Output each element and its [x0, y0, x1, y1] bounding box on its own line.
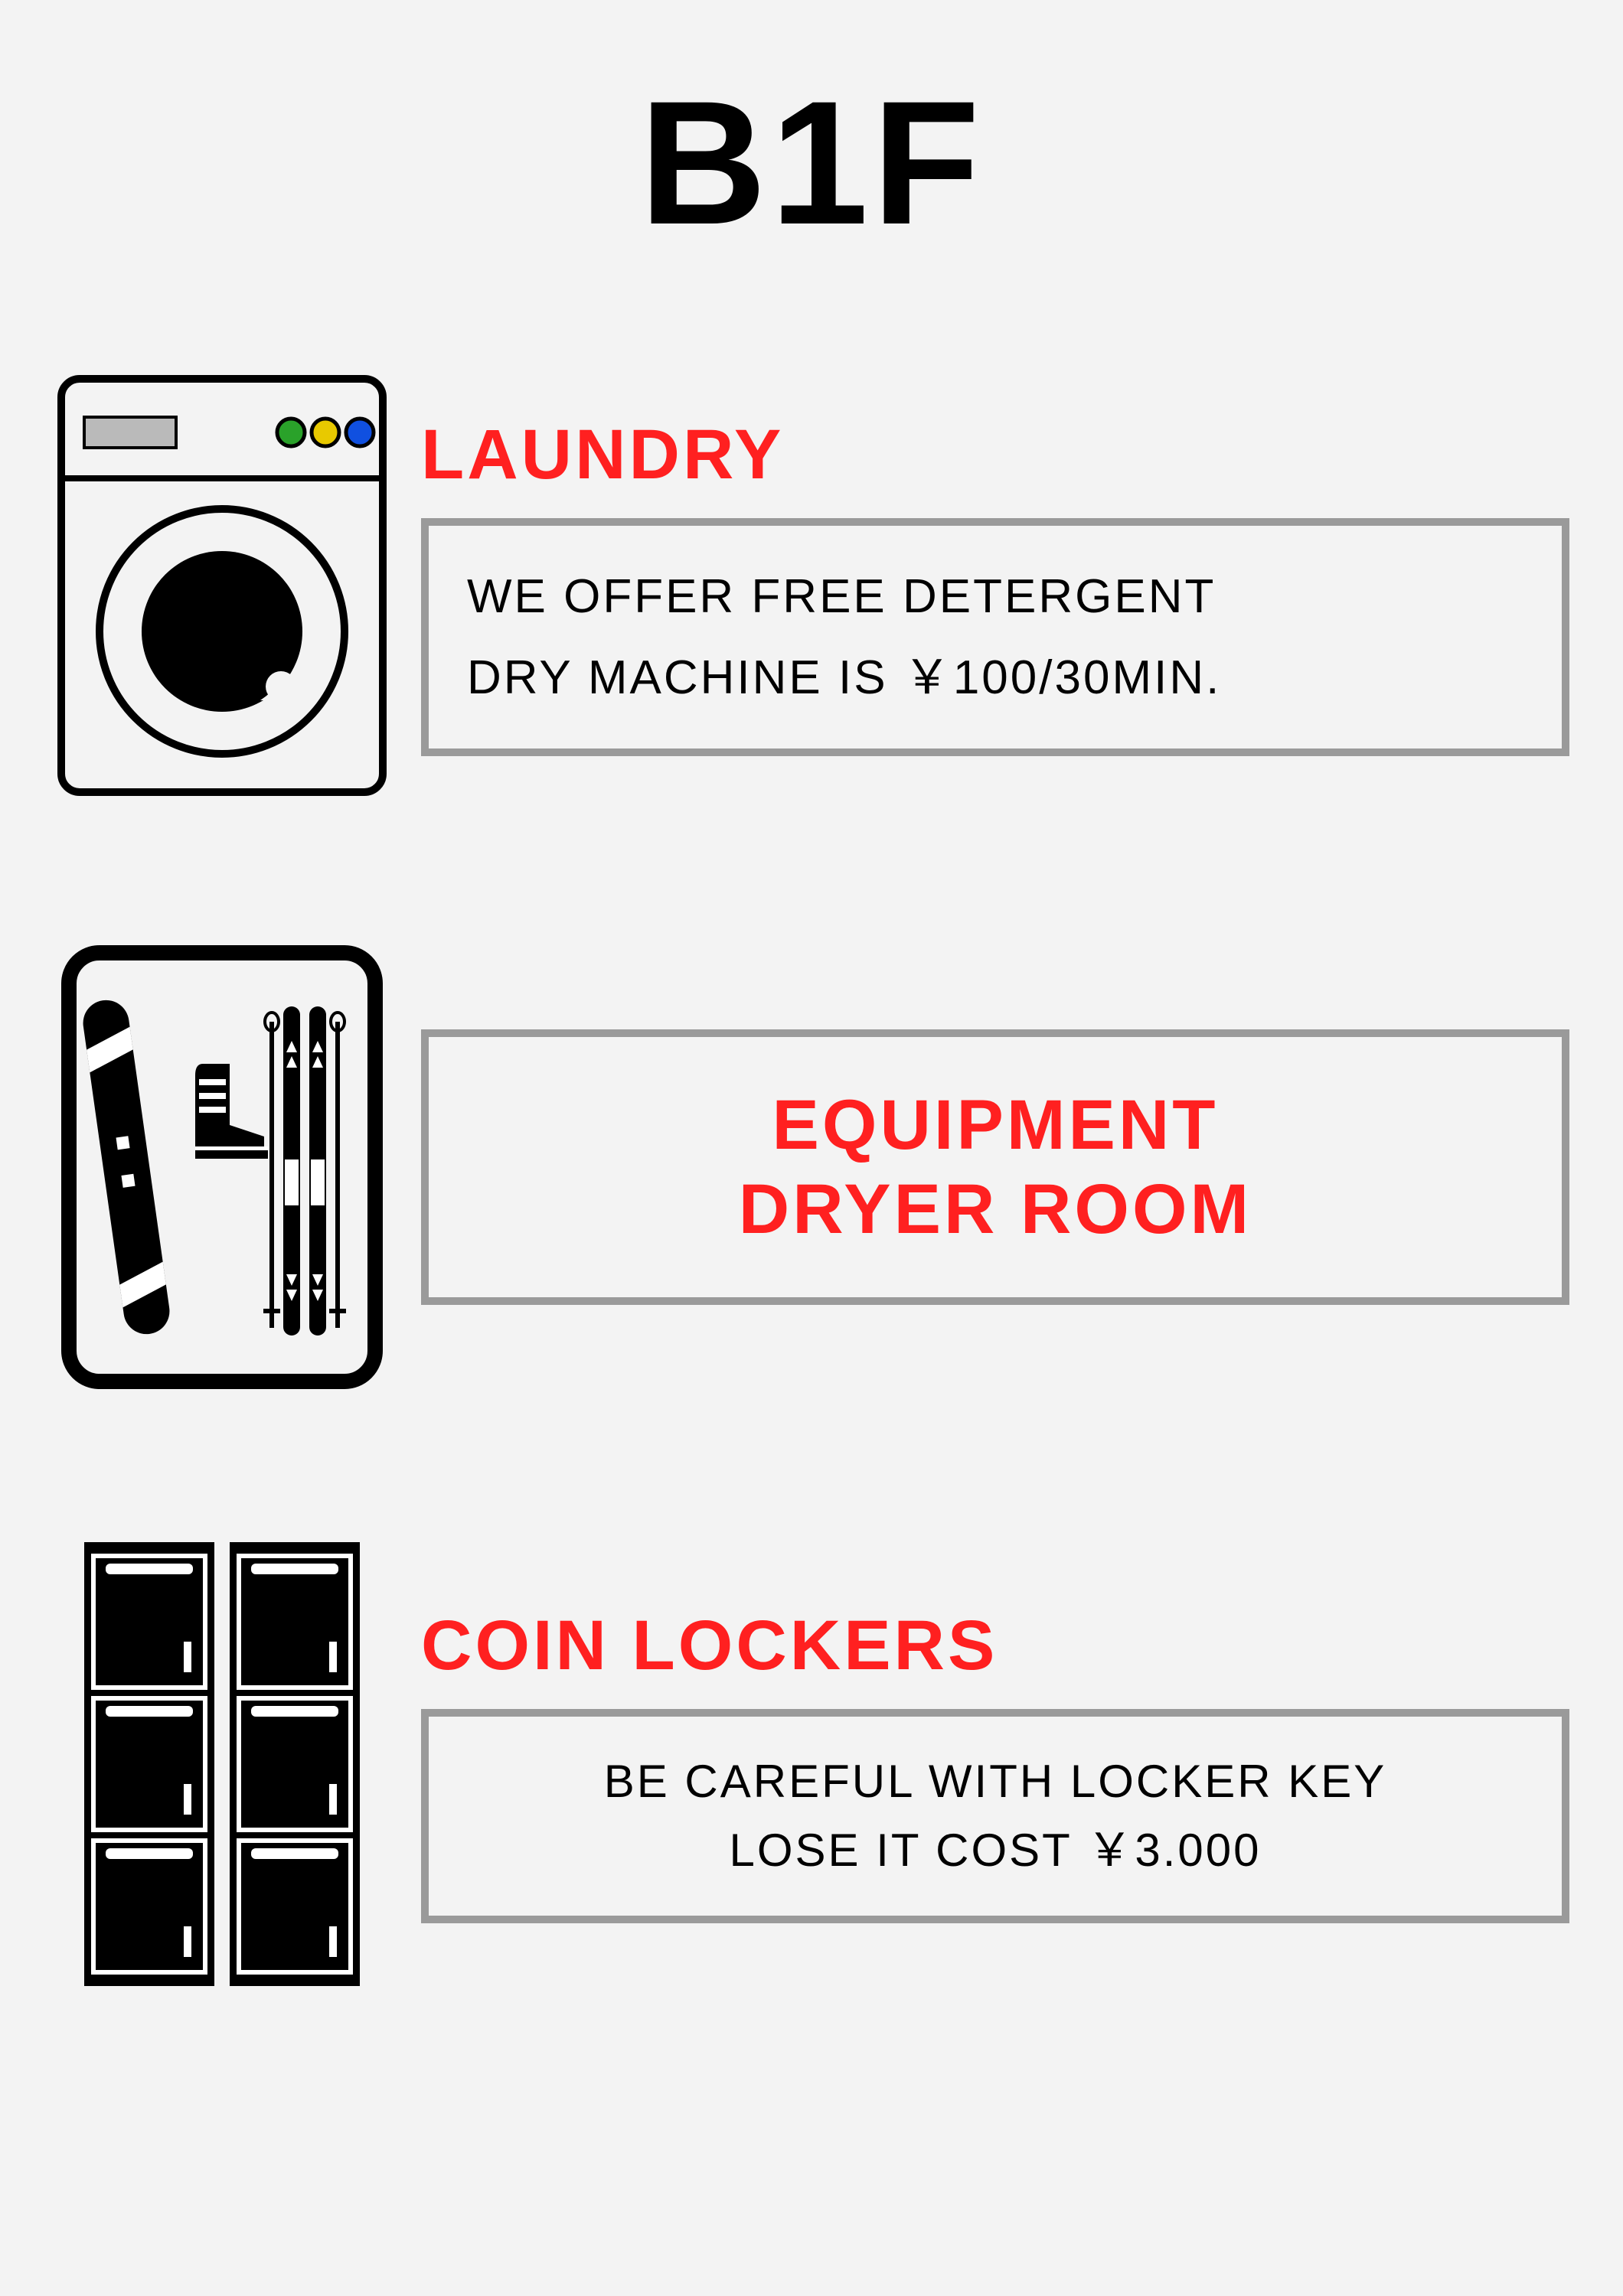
equipment-title-1: EQUIPMENT — [459, 1083, 1531, 1167]
laundry-title: LAUNDRY — [421, 415, 1569, 495]
lockers-title: COIN LOCKERS — [421, 1606, 1569, 1686]
laundry-content: LAUNDRY WE OFFER FREE DETERGENT DRY MACH… — [421, 415, 1569, 756]
lockers-icon-box — [54, 1534, 390, 1994]
section-equipment: EQUIPMENT DRYER ROOM — [54, 938, 1569, 1397]
section-laundry: LAUNDRY WE OFFER FREE DETERGENT DRY MACH… — [54, 371, 1569, 800]
lockers-desc-box: BE CAREFUL WITH LOCKER KEY LOSE IT COST … — [421, 1709, 1569, 1923]
laundry-line-2: DRY MACHINE IS ￥100/30MIN. — [467, 638, 1523, 718]
ski-equipment-icon — [54, 938, 390, 1397]
lockers-content: COIN LOCKERS BE CAREFUL WITH LOCKER KEY … — [421, 1606, 1569, 1923]
coin-lockers-icon — [61, 1534, 383, 1994]
equipment-content: EQUIPMENT DRYER ROOM — [421, 1029, 1569, 1306]
lockers-line-1: BE CAREFUL WITH LOCKER KEY — [452, 1747, 1539, 1816]
lockers-line-2: LOSE IT COST ￥3.000 — [452, 1816, 1539, 1885]
equipment-icon-box — [54, 938, 390, 1397]
laundry-icon-box — [54, 371, 390, 800]
washing-machine-icon — [54, 371, 390, 800]
laundry-line-1: WE OFFER FREE DETERGENT — [467, 556, 1523, 637]
equipment-title-2: DRYER ROOM — [459, 1167, 1531, 1251]
section-lockers: COIN LOCKERS BE CAREFUL WITH LOCKER KEY … — [54, 1534, 1569, 1994]
equipment-desc-box: EQUIPMENT DRYER ROOM — [421, 1029, 1569, 1306]
laundry-desc-box: WE OFFER FREE DETERGENT DRY MACHINE IS ￥… — [421, 518, 1569, 756]
page-title: B1F — [54, 61, 1569, 264]
